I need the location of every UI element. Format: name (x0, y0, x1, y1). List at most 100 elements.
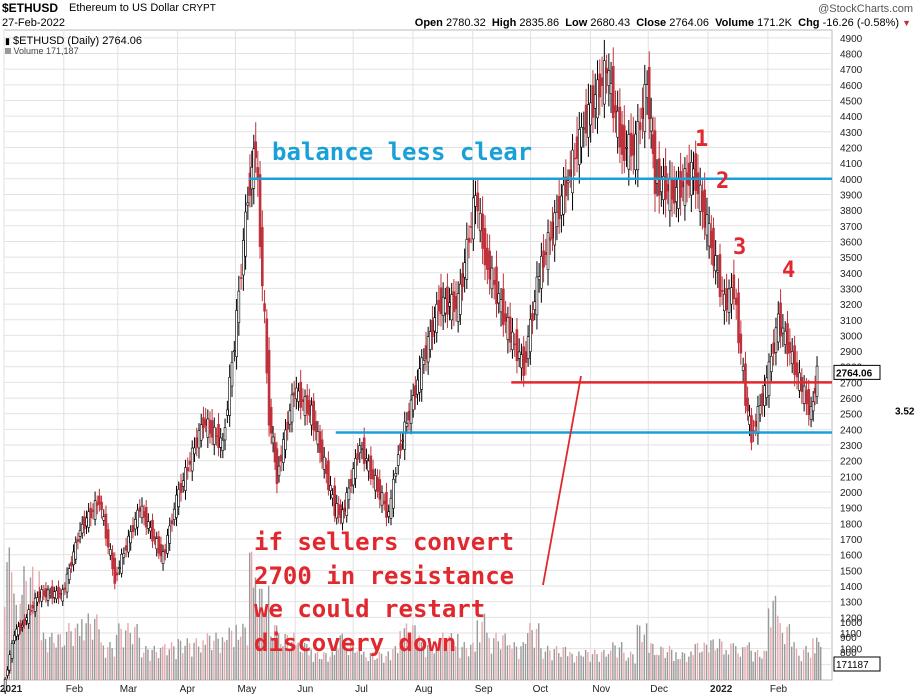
volume-bar (252, 587, 255, 680)
y-tick-label: 4900 (840, 34, 863, 45)
candle-body (42, 590, 46, 597)
volume-bar (759, 656, 761, 680)
candle-body (106, 529, 110, 548)
volume-bar (94, 618, 96, 680)
candle-body (788, 341, 792, 353)
volume-bar (360, 654, 363, 680)
candle-body (371, 469, 375, 480)
candle-body (469, 226, 473, 228)
candle-body (437, 299, 441, 312)
volume-bar (600, 652, 603, 680)
candle-body (629, 132, 633, 157)
volume-bar (299, 651, 302, 680)
candle-body (781, 327, 785, 334)
candle-body (636, 121, 640, 171)
volume-bar (387, 651, 389, 680)
volume-bar (650, 643, 652, 680)
volume-bar (763, 650, 765, 680)
y-tick-label: 1000 (840, 645, 863, 656)
volume-tick-label: 900 (840, 633, 857, 644)
volume-bar (754, 652, 757, 680)
candle-body (235, 310, 238, 357)
candle-body (675, 187, 678, 202)
volume-bar (151, 649, 153, 680)
candle-body (258, 174, 262, 247)
candle-body (265, 318, 269, 374)
volume-bar (286, 634, 288, 680)
candle-body (401, 439, 404, 442)
volume-bar (779, 623, 781, 680)
candle-body (202, 417, 205, 429)
volume-bar (549, 650, 551, 680)
candle-body (448, 302, 451, 307)
volume-bar (616, 657, 618, 680)
volume-bar (699, 652, 701, 680)
candle-body (369, 455, 373, 479)
low-value: 2680.43 (590, 17, 631, 29)
volume-bar (202, 640, 204, 680)
volume-bar (718, 638, 721, 680)
candle-body (223, 427, 227, 441)
volume-bar (793, 642, 795, 680)
volume-bar (329, 656, 331, 680)
candle-body (261, 227, 264, 287)
volume-bar (115, 634, 118, 680)
volume-value: 171.2K (757, 17, 792, 29)
y-tick-label: 2300 (840, 441, 863, 452)
candle-body (681, 181, 685, 188)
x-tick-label: Jul (355, 684, 368, 694)
candle-body (623, 125, 626, 161)
volume-bar (701, 651, 703, 680)
candle-body (104, 513, 108, 539)
volume-bar (147, 649, 149, 680)
volume-bar (790, 646, 793, 680)
candle-body (727, 288, 731, 313)
volume-bar (531, 630, 533, 680)
candle-body (284, 429, 287, 451)
candle-body (67, 568, 71, 580)
candle-body (179, 483, 183, 494)
candle-body (694, 153, 697, 191)
candle-body (441, 296, 445, 316)
candle-body (226, 409, 229, 416)
candle-body (29, 609, 33, 612)
y-tick-label: 4800 (840, 49, 863, 60)
volume-bar (596, 654, 598, 680)
candle-body (416, 379, 419, 395)
volume-bar (223, 641, 226, 680)
candle-body (467, 237, 471, 243)
candle-body (305, 395, 309, 414)
y-tick-label: 2700 (840, 378, 863, 389)
candle-body (163, 549, 167, 554)
candle-body (710, 230, 713, 249)
y-tick-label: 2200 (840, 457, 863, 468)
volume-bar (314, 653, 317, 680)
price-legend-text: $ETHUSD (Daily) 2764.06 (13, 35, 143, 47)
annotation-text: 1 (695, 127, 708, 152)
volume-bar (742, 647, 744, 680)
open-label: Open (414, 17, 443, 29)
volume-bar (38, 571, 40, 680)
candle-body (481, 213, 484, 249)
candle-body (356, 453, 359, 460)
candle-body (349, 478, 353, 487)
candle-body (508, 316, 512, 343)
volume-bar (383, 662, 385, 680)
volume-bar (683, 653, 686, 680)
exchange: CRYPT (182, 3, 216, 14)
candle-body (314, 421, 318, 432)
volume-bar (511, 649, 513, 680)
candle-body (89, 508, 93, 519)
volume-bar (618, 647, 621, 680)
candle-body (382, 500, 386, 505)
volume-bar (786, 626, 788, 680)
last-price-box (833, 364, 881, 380)
volume-bar (230, 630, 233, 680)
candle-body (767, 361, 771, 396)
candle-body (8, 654, 12, 671)
volume-bar (800, 661, 803, 680)
y-tick-label: 4700 (840, 65, 863, 76)
candle-body (420, 357, 424, 390)
volume-bar (533, 647, 536, 680)
volume-bar (134, 626, 136, 680)
